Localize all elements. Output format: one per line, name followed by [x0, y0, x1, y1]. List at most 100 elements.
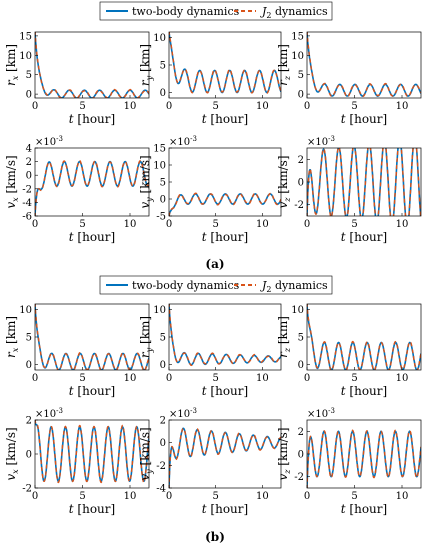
y-tick-label: -2: [156, 461, 166, 472]
panel-a-ry: 0 5 10 0 5 10 t [hour] ry [km]: [138, 31, 282, 126]
y-tick-label: 0: [160, 195, 166, 206]
x-axis-label: t [hour]: [69, 384, 115, 398]
y-exponent-label: ×10-3: [169, 135, 197, 148]
y-axis-label: vy [km/s]: [138, 155, 154, 208]
caption-0: (a): [205, 257, 224, 271]
y-axis-label: vx [km/s]: [4, 427, 20, 480]
x-tick-label: 0: [304, 101, 310, 112]
series-group-b-rx: [35, 304, 149, 370]
series-group-a-vy: [169, 192, 281, 216]
series-line-j2: [307, 429, 421, 488]
y-tick-label: 0: [160, 438, 166, 449]
y-exponent-label: ×10-3: [169, 407, 197, 420]
panel-a-vx: 0 5 10 -6 -4 -2 0 2 4×10-3 t [hour] vx [km/s]: [4, 135, 150, 244]
x-tick-label: 10: [124, 219, 137, 230]
y-tick-label: 10: [153, 33, 166, 44]
series-group-a-rz: [307, 32, 421, 98]
x-tick-label: 10: [396, 219, 409, 230]
x-tick-label: 5: [351, 491, 357, 502]
y-tick-label: 0: [298, 178, 304, 189]
y-tick-label: -2: [22, 484, 32, 495]
x-tick-label: 0: [32, 491, 38, 502]
x-axis-label: t [hour]: [202, 230, 248, 244]
y-tick-label: 10: [19, 305, 32, 316]
x-axis-label: t [hour]: [202, 502, 248, 516]
y-tick-label: -6: [22, 212, 32, 223]
x-tick-label: 5: [212, 101, 218, 112]
x-tick-label: 10: [396, 101, 409, 112]
y-axis-label: vz [km/s]: [276, 155, 292, 208]
x-tick-label: 10: [124, 101, 137, 112]
x-axis-label: t [hour]: [341, 112, 387, 126]
y-tick-label: 5: [160, 178, 166, 189]
series-line-two-body: [169, 304, 281, 366]
y-tick-label: -2: [294, 472, 304, 483]
y-tick-label: 0: [26, 171, 32, 182]
series-line-j2: [35, 32, 149, 98]
y-tick-label: 2: [26, 416, 32, 427]
panel-a-rz: 0 5 10 0 5 10 15 t [hour] rz [km]: [276, 31, 422, 126]
series-group-a-vz: [307, 148, 421, 216]
legend-label-two-body: two-body dynamics: [132, 5, 240, 18]
x-axis-label: t [hour]: [69, 502, 115, 516]
y-tick-label: 4: [26, 144, 32, 155]
series-group-a-vx: [35, 160, 149, 216]
series-group-a-rx: [35, 32, 149, 98]
series-line-j2: [169, 32, 281, 94]
chart-group-1: two-body dynamics J2 dynamics (b) 0 5 10 0 5 10 t…: [4, 275, 422, 544]
y-tick-label: 0: [160, 360, 166, 371]
series-line-j2: [35, 160, 149, 216]
legend: two-body dynamics J2 dynamics: [99, 1, 333, 21]
y-tick-label: 10: [153, 305, 166, 316]
y-tick-label: 0: [160, 88, 166, 99]
axes-frame: [306, 31, 422, 99]
x-tick-label: 10: [256, 373, 269, 384]
y-tick-label: 0: [26, 360, 32, 371]
x-tick-label: 10: [124, 491, 137, 502]
y-tick-label: 0: [26, 90, 32, 101]
series-line-two-body: [35, 304, 149, 370]
series-line-j2: [307, 148, 421, 216]
y-axis-label: rx [km]: [4, 316, 20, 358]
x-axis-label: t [hour]: [69, 112, 115, 126]
series-line-j2: [169, 304, 281, 367]
series-group-b-vy: [169, 427, 281, 488]
y-tick-label: 5: [298, 70, 304, 81]
series-line-two-body: [307, 32, 421, 97]
y-tick-label: -4: [22, 198, 32, 209]
y-tick-label: -2: [22, 184, 32, 195]
panel-a-vz: 0 5 10-202×10-3t [hour]vz [km/s]: [276, 135, 422, 244]
panel-b-ry: 0 5 10 0 5 10 t [hour] ry [km]: [138, 303, 282, 398]
panel-b-vy: 0 5 10 -4 -2 0 2×10-3 t [hour] vy [km/s]: [138, 407, 282, 516]
series-line-j2: [35, 420, 149, 484]
x-tick-label: 0: [304, 491, 310, 502]
x-tick-label: 10: [256, 101, 269, 112]
series-line-two-body: [35, 32, 149, 98]
x-axis-label: t [hour]: [341, 230, 387, 244]
x-tick-label: 0: [166, 101, 172, 112]
x-tick-label: 10: [396, 491, 409, 502]
x-axis-label: t [hour]: [202, 112, 248, 126]
x-axis-label: t [hour]: [341, 502, 387, 516]
series-line-two-body: [35, 420, 149, 483]
y-axis-label: vy [km/s]: [138, 427, 154, 480]
series-line-two-body: [169, 193, 281, 216]
x-tick-label: 0: [32, 101, 38, 112]
legend-box: [99, 275, 333, 295]
x-tick-label: 10: [256, 219, 269, 230]
x-axis-label: t [hour]: [69, 230, 115, 244]
x-tick-label: 5: [212, 373, 218, 384]
y-exponent-label: ×10-3: [307, 407, 335, 420]
y-tick-label: 0: [298, 450, 304, 461]
x-tick-label: 5: [351, 101, 357, 112]
panel-b-vz: 0 5 10-202×10-3t [hour]vz [km/s]: [276, 407, 422, 516]
legend-label-two-body: two-body dynamics: [132, 279, 240, 292]
y-tick-label: -5: [156, 212, 166, 223]
x-tick-label: 0: [32, 219, 38, 230]
series-group-a-ry: [169, 32, 281, 94]
caption-1: (b): [205, 530, 225, 544]
x-tick-label: 5: [351, 373, 357, 384]
x-tick-label: 5: [79, 373, 85, 384]
